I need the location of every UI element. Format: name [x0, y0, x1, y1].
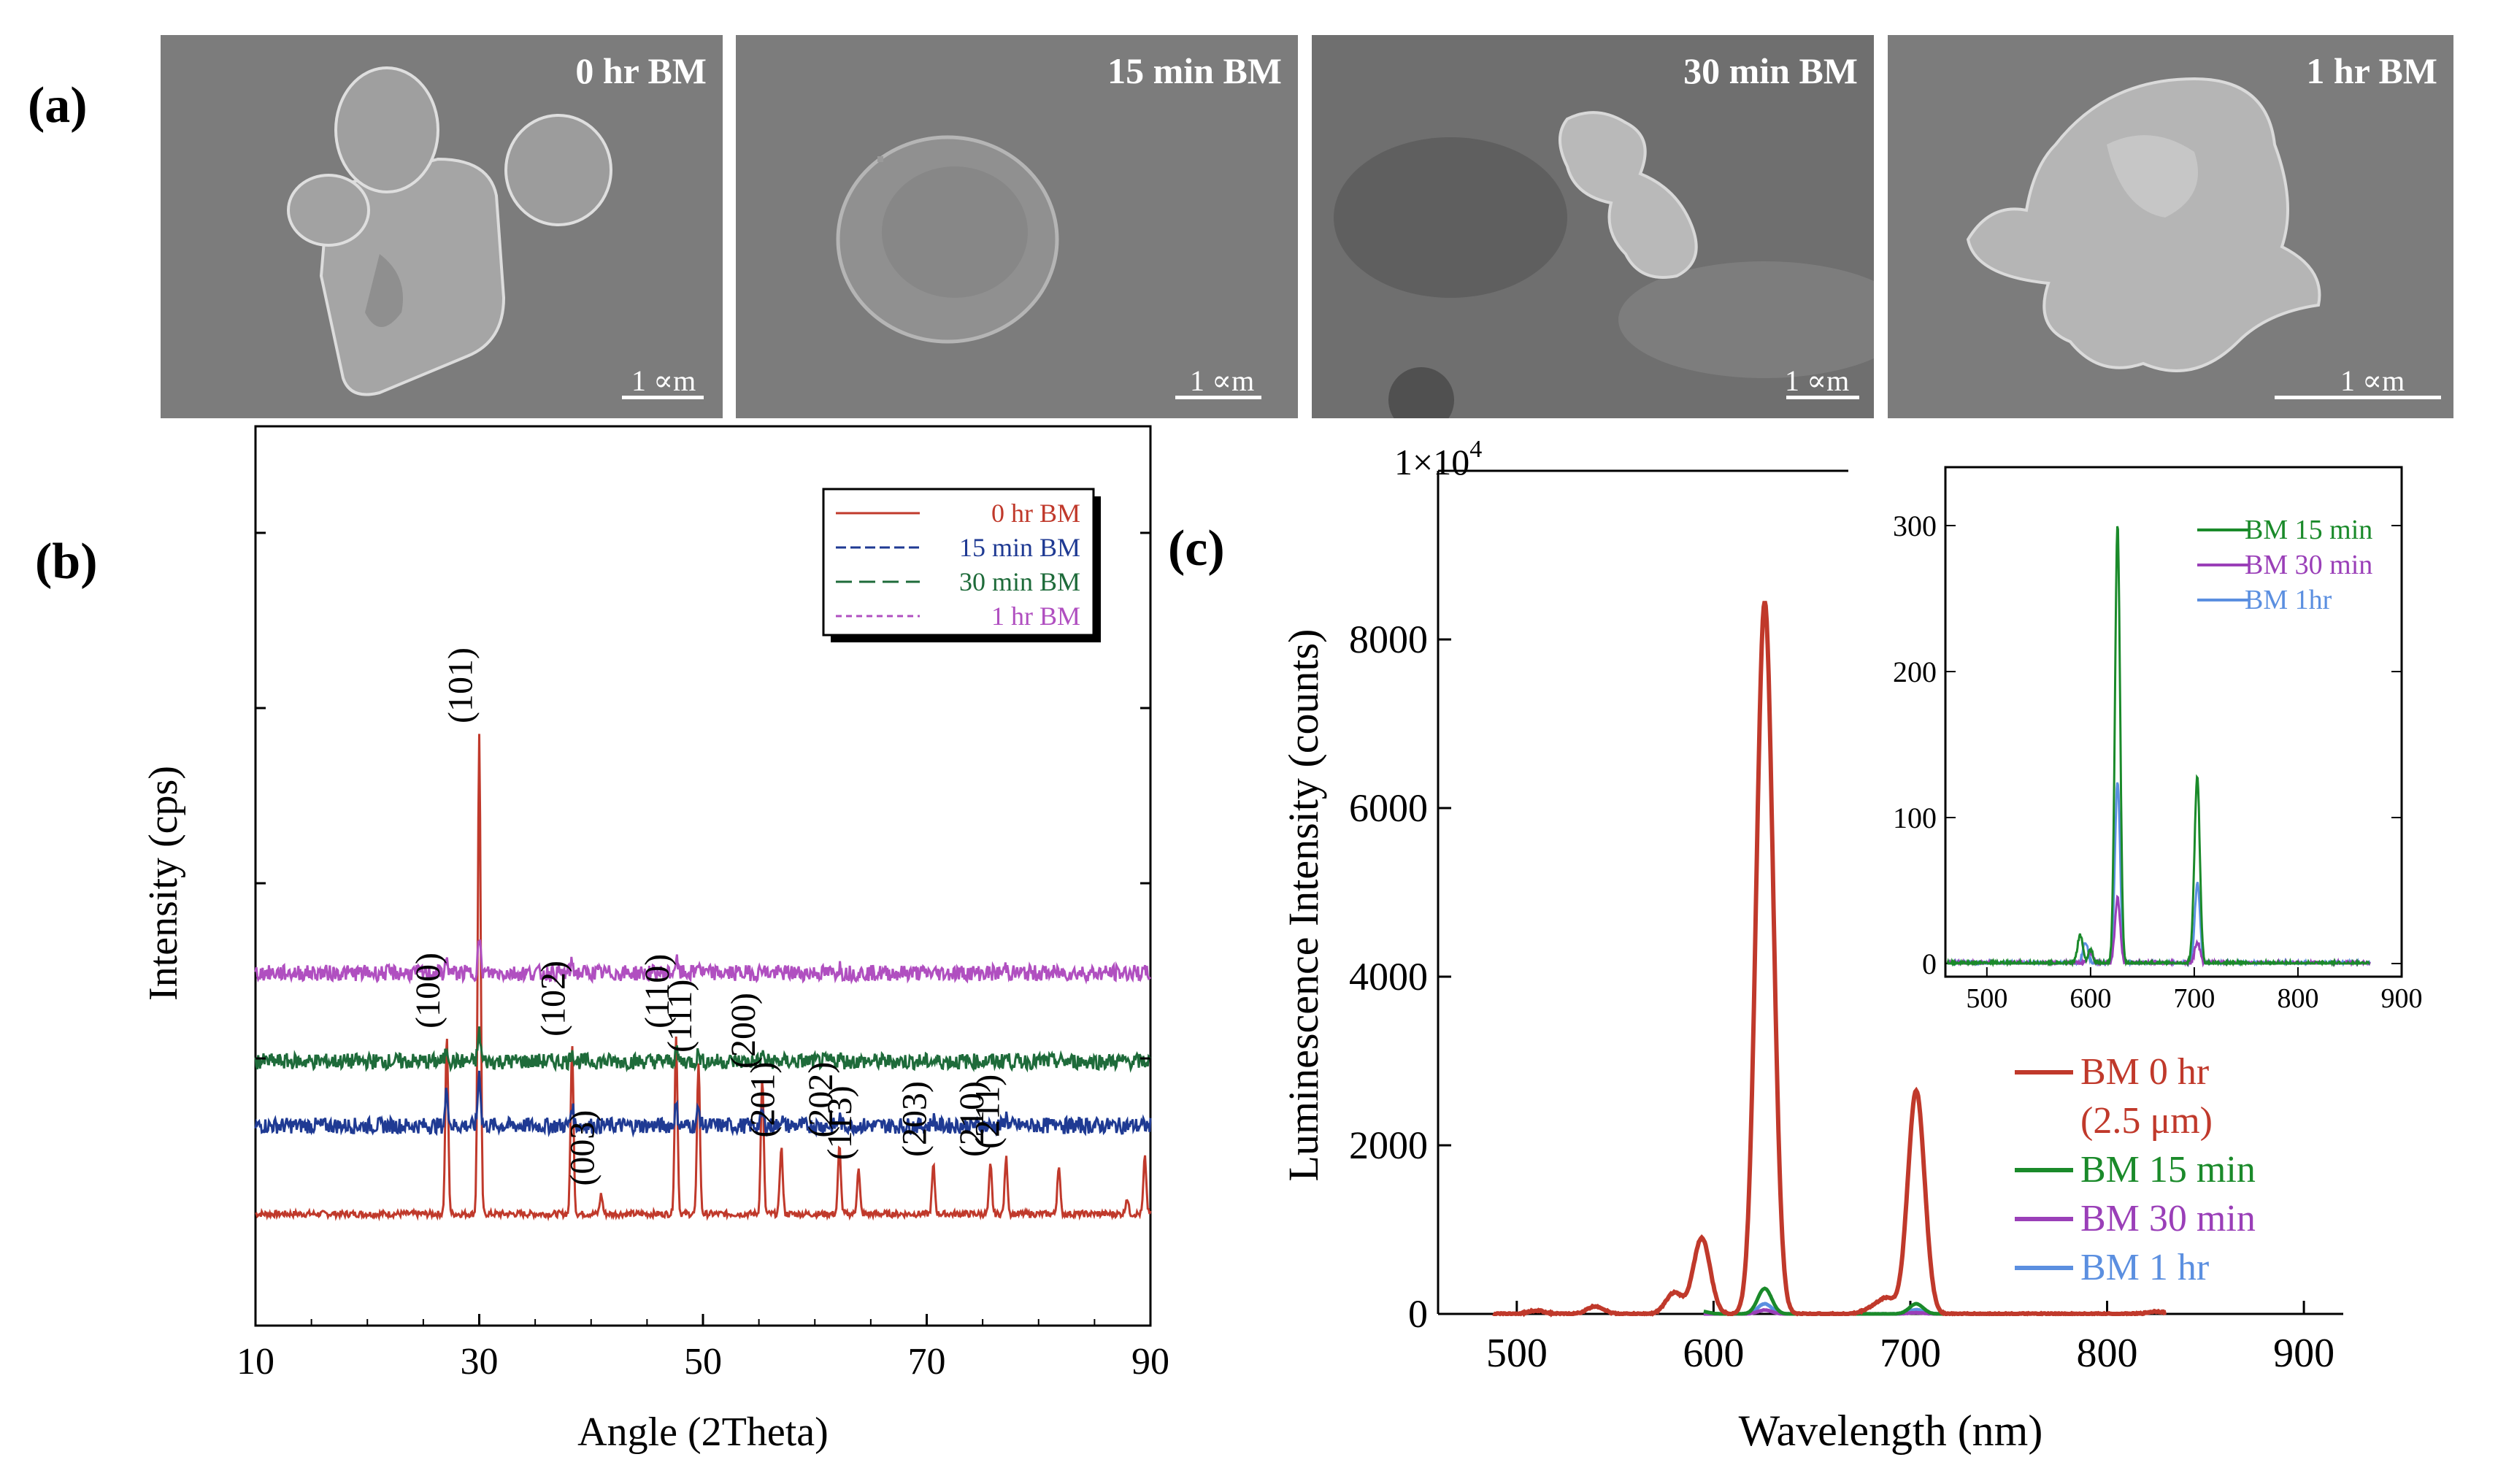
xrd-series-15-min-bm [254, 1070, 1152, 1138]
inset-legend: BM 15 min BM 30 min BM 1hr [2197, 515, 2372, 615]
lum-top-label: 1×104 [1394, 436, 1482, 483]
lum-y-tick-label: 2000 [1349, 1123, 1428, 1167]
sem-image-15min: 15 min BM 1 ∝m [736, 35, 1298, 418]
xrd-peak-label: (203) [896, 1081, 934, 1157]
lum-x-tick-label: 800 [2077, 1331, 2138, 1376]
lum-x-tick-label: 600 [1683, 1331, 1744, 1376]
scale-bar [1786, 396, 1859, 399]
inset-chart: 500 600 700 800 900 0 100 200 300 BM 15 min BM 30… [1893, 466, 2423, 1014]
sem-title: 0 hr BM [575, 50, 707, 91]
xrd-legend: 0 hr BM 15 min BM 30 min BM 1 hr BM [822, 488, 1101, 642]
xrd-series-0-hr-bm [255, 734, 1152, 1222]
xrd-peak-label: (110) [638, 954, 677, 1029]
lum-x-tick-label: 700 [1880, 1331, 1941, 1376]
xrd-peak-label: (113) [821, 1085, 859, 1160]
xrd-x-tick-label: 30 [461, 1341, 499, 1383]
inset-legend-label: BM 1hr [2245, 585, 2332, 615]
inset-legend-label: BM 15 min [2245, 515, 2372, 545]
xrd-legend-label: 30 min BM [959, 567, 1080, 596]
xrd-series-1-hr-bm [254, 939, 1152, 985]
scale-bar [1175, 396, 1261, 399]
xrd-x-tick-label: 50 [684, 1341, 722, 1383]
xrd-peak-label: (200) [724, 993, 763, 1069]
sem-image-30min: 30 min BM 1 ∝m [1312, 35, 1874, 418]
lum-legend-label: BM 0 hr [2080, 1051, 2209, 1093]
sem-image-1hr: 1 hr BM 1 ∝m [1888, 35, 2453, 418]
scale-bar [2275, 396, 2441, 399]
lum-series-bm-0-hr-2-5-m [1492, 601, 2167, 1318]
sem-title: 15 min BM [1107, 50, 1282, 91]
scale-label: 1 ∝m [1785, 364, 1850, 397]
lum-y-tick-label: 8000 [1349, 618, 1428, 661]
inset-y-tick-label: 100 [1893, 801, 1937, 834]
xrd-y-label: Intensity (cps) [141, 766, 186, 1001]
xrd-legend-label: 15 min BM [959, 533, 1080, 562]
inset-y-tick-label: 200 [1893, 656, 1937, 688]
inset-y-tick-label: 300 [1893, 510, 1937, 542]
inset-x-tick-label: 700 [2173, 983, 2215, 1014]
scale-label: 1 ∝m [2340, 364, 2405, 397]
sem-title: 1 hr BM [2306, 50, 2437, 91]
scale-label: 1 ∝m [631, 364, 696, 397]
lum-y-label: Luminescence Intensity (counts) [1280, 629, 1327, 1182]
scale-bar [622, 396, 704, 399]
panel-label-c: (c) [1168, 520, 1225, 577]
xrd-legend-label: 1 hr BM [991, 601, 1080, 631]
xrd-peak-label: (210) [953, 1081, 991, 1157]
lum-x-label: Wavelength (nm) [1739, 1407, 2043, 1455]
particle-graphic [287, 66, 612, 396]
inset-x-tick-label: 800 [2277, 983, 2318, 1014]
lum-legend-label: BM 15 min [2080, 1149, 2256, 1191]
xrd-peak-label: (102) [534, 961, 573, 1037]
inset-x-tick-label: 900 [2381, 983, 2423, 1014]
inset-frame [1944, 466, 2403, 978]
particle-graphic [1334, 111, 1874, 418]
xrd-peak-label: (202) [802, 1062, 840, 1138]
xrd-peak-label: (211) [968, 1074, 1007, 1149]
xrd-legend-label: 0 hr BM [991, 499, 1080, 528]
xrd-peak-label: (003) [564, 1110, 602, 1186]
xrd-x-tick-label: 70 [908, 1341, 946, 1383]
particle-graphic [1966, 77, 2321, 372]
lum-legend-label: (2.5 μm) [2080, 1100, 2213, 1142]
inset-x-tick-label: 500 [1966, 983, 2007, 1014]
xrd-chart: (100) (101) (102) (003) (110)(111) (200)(201)… [141, 425, 1169, 1455]
xrd-peak-label: (111) [661, 980, 699, 1053]
scale-label: 1 ∝m [1190, 364, 1255, 397]
lum-legend-label: BM 1 hr [2080, 1247, 2209, 1288]
xrd-x-label: Angle (2Theta) [577, 1410, 829, 1455]
inset-y-tick-label: 0 [1922, 947, 1937, 980]
xrd-x-tick-label: 90 [1131, 1341, 1169, 1383]
xrd-peak-label: (101) [442, 647, 480, 723]
lum-y-tick-label: 0 [1408, 1292, 1428, 1336]
sem-title: 30 min BM [1683, 50, 1858, 91]
inset-legend-label: BM 30 min [2245, 550, 2372, 580]
inset-x-tick-label: 600 [2070, 983, 2111, 1014]
lum-x-tick-label: 900 [2273, 1331, 2334, 1376]
sem-image-0hr: 0 hr BM 1 ∝m [161, 35, 723, 418]
panel-label-a: (a) [28, 77, 88, 134]
lum-legend-label: BM 30 min [2080, 1198, 2256, 1239]
lum-y-tick-label: 6000 [1349, 786, 1428, 830]
particle-graphic [836, 135, 1059, 344]
panel-label-b: (b) [35, 534, 98, 590]
xrd-peak-label: (100) [409, 953, 447, 1029]
lum-x-tick-label: 500 [1486, 1331, 1548, 1376]
xrd-series-30-min-bm [254, 1026, 1151, 1073]
xrd-x-tick-label: 10 [237, 1341, 274, 1383]
lum-y-tick-label: 4000 [1349, 955, 1428, 999]
inset-series-bm-15-min [1946, 526, 2370, 968]
xrd-peak-label: (201) [743, 1062, 782, 1138]
lum-legend: BM 0 hr (2.5 μm) BM 15 min BM 30 min BM 1 hr [2015, 1051, 2256, 1288]
